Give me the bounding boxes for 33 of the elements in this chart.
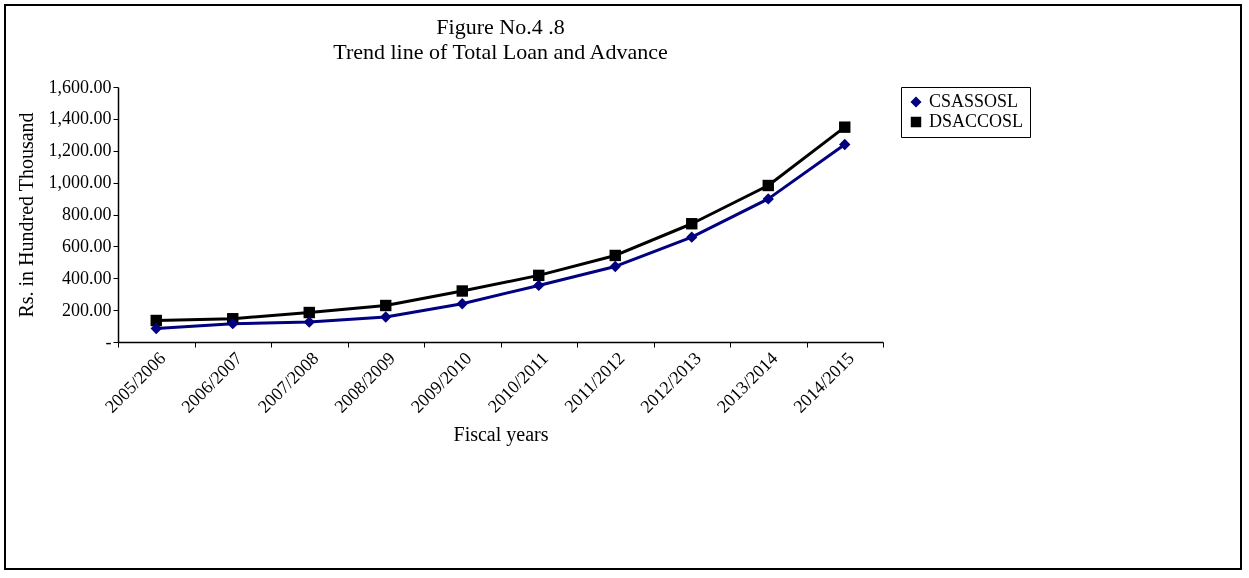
point [456, 298, 468, 310]
y-tick-label: 800.00 [62, 204, 112, 224]
chart-subtitle: Trend line of Total Loan and Advance [333, 39, 668, 64]
legend-label: DSACCOSL [929, 111, 1024, 131]
chart-title: Figure No.4 .8 [436, 14, 565, 39]
point [839, 138, 851, 151]
point [762, 193, 774, 205]
point [533, 279, 545, 292]
y-tick-label: 1,200.00 [48, 140, 112, 161]
point [380, 299, 392, 312]
point [762, 179, 774, 192]
point [686, 218, 698, 230]
y-tick-label: 400.00 [62, 267, 112, 288]
point [456, 285, 468, 297]
y-tick-label: 200.00 [62, 299, 112, 320]
point [533, 269, 545, 282]
y-tick-label: - [105, 331, 112, 352]
point [609, 249, 621, 262]
point [150, 322, 162, 335]
point [380, 311, 392, 323]
y-tick-label: 600.00 [62, 235, 112, 256]
point [609, 260, 621, 273]
y-tick-label: 1,000.00 [48, 172, 112, 193]
point [303, 316, 315, 328]
point [686, 231, 698, 243]
point [839, 121, 851, 133]
y-tick-label: 1,600.00 [48, 76, 112, 97]
legend-label: CSASSOSL [929, 91, 1019, 111]
y-tick-label: 1,400.00 [48, 108, 112, 129]
point [227, 317, 239, 330]
point [303, 306, 315, 319]
x-axis-title: Fiscal years [453, 422, 549, 446]
y-axis-title: Rs. in Hundred Thousand [14, 112, 37, 318]
